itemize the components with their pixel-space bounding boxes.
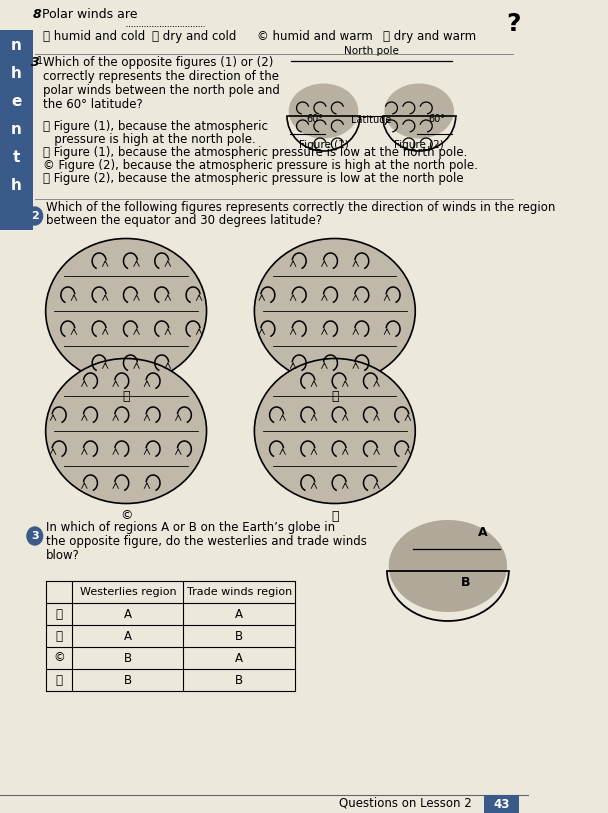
Text: between the equator and 30 degrees latitude?: between the equator and 30 degrees latit…	[46, 214, 322, 227]
Ellipse shape	[254, 238, 415, 384]
Text: ⓓ Figure (2), because the atmospheric pressure is low at the north pole: ⓓ Figure (2), because the atmospheric pr…	[44, 172, 464, 185]
Text: B: B	[235, 629, 243, 642]
Text: B: B	[235, 673, 243, 686]
Text: North pole: North pole	[344, 46, 399, 56]
Text: 60°: 60°	[306, 114, 323, 124]
Text: h: h	[11, 177, 22, 193]
Text: Latitude: Latitude	[351, 115, 392, 125]
Text: Westerlies region: Westerlies region	[80, 587, 176, 597]
Text: ⓐ: ⓐ	[122, 389, 130, 402]
Text: ⓐ Figure (1), because the atmospheric: ⓐ Figure (1), because the atmospheric	[44, 120, 268, 133]
Text: A: A	[235, 651, 243, 664]
Text: correctly represents the direction of the: correctly represents the direction of th…	[44, 70, 280, 83]
Text: A: A	[124, 629, 132, 642]
Text: 3: 3	[31, 531, 38, 541]
Text: ©: ©	[54, 651, 65, 664]
Text: Which of the opposite figures (1) or (2): Which of the opposite figures (1) or (2)	[44, 56, 274, 69]
Text: n: n	[11, 37, 22, 53]
Text: the opposite figure, do the westerlies and trade winds: the opposite figure, do the westerlies a…	[46, 535, 367, 548]
Ellipse shape	[46, 238, 207, 384]
Text: 3: 3	[31, 56, 40, 69]
Text: B: B	[124, 651, 132, 664]
Text: e: e	[12, 93, 22, 108]
Text: A: A	[235, 607, 243, 620]
Text: polar winds between the north pole and: polar winds between the north pole and	[44, 84, 280, 97]
Text: B: B	[461, 576, 471, 589]
Text: B: B	[124, 673, 132, 686]
Text: A: A	[124, 607, 132, 620]
Text: Figure (2): Figure (2)	[395, 140, 444, 150]
Text: ⓑ: ⓑ	[56, 629, 63, 642]
Ellipse shape	[46, 359, 207, 503]
Text: Polar winds are: Polar winds are	[42, 8, 137, 21]
Ellipse shape	[254, 359, 415, 503]
Text: ⓓ dry and warm: ⓓ dry and warm	[382, 30, 476, 43]
Text: ⓗ Figure (1), because the atmospheric pressure is low at the north pole.: ⓗ Figure (1), because the atmospheric pr…	[44, 146, 468, 159]
Text: Trade winds region: Trade winds region	[187, 587, 292, 597]
Text: © Figure (2), because the atmospheric pressure is high at the north pole.: © Figure (2), because the atmospheric pr…	[44, 159, 478, 172]
Text: 1: 1	[38, 56, 44, 66]
Text: ⓑ: ⓑ	[331, 389, 339, 402]
Text: the 60° latitude?: the 60° latitude?	[44, 98, 143, 111]
Circle shape	[27, 207, 43, 225]
Text: ⓐ: ⓐ	[56, 607, 63, 620]
Text: blow?: blow?	[46, 549, 80, 562]
Text: © humid and warm: © humid and warm	[257, 30, 372, 43]
Text: 60°: 60°	[428, 114, 445, 124]
Text: Figure (1): Figure (1)	[299, 140, 348, 150]
Text: 43: 43	[494, 798, 510, 811]
Text: ©: ©	[120, 510, 133, 523]
Text: pressure is high at the north pole.: pressure is high at the north pole.	[44, 133, 256, 146]
Text: In which of regions A or B on the Earth’s globe in: In which of regions A or B on the Earth’…	[46, 521, 335, 534]
Text: 2: 2	[31, 211, 39, 221]
Text: t: t	[13, 150, 20, 164]
Ellipse shape	[384, 84, 454, 138]
Text: ⓓ: ⓓ	[56, 673, 63, 686]
FancyBboxPatch shape	[485, 795, 519, 813]
Text: Questions on Lesson 2: Questions on Lesson 2	[339, 796, 472, 809]
Text: ⓑ dry and cold: ⓑ dry and cold	[152, 30, 237, 43]
Text: ⓐ humid and cold: ⓐ humid and cold	[44, 30, 146, 43]
Text: 8: 8	[33, 8, 42, 21]
Polygon shape	[0, 30, 33, 230]
Text: n: n	[11, 121, 22, 137]
Circle shape	[27, 527, 43, 545]
Text: A: A	[478, 526, 488, 539]
Text: ⓓ: ⓓ	[331, 510, 339, 523]
Ellipse shape	[289, 84, 358, 138]
Text: Which of the following figures represents correctly the direction of winds in th: Which of the following figures represent…	[46, 201, 556, 214]
Text: ?: ?	[506, 12, 520, 36]
Ellipse shape	[389, 520, 507, 612]
Text: h: h	[11, 66, 22, 80]
